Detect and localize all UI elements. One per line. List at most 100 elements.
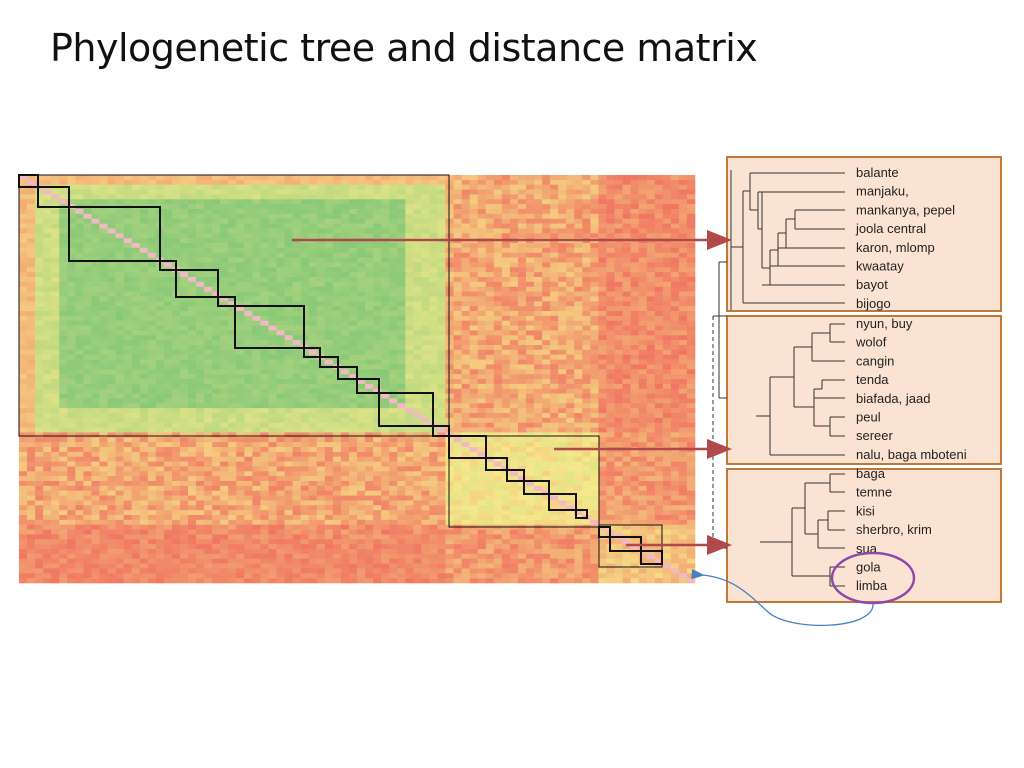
heatmap-cell (542, 379, 551, 385)
heatmap-cell (614, 398, 623, 404)
heatmap-cell (348, 267, 358, 273)
heatmap-cell (590, 252, 599, 258)
heatmap-cell (147, 228, 157, 234)
heatmap-cell (509, 442, 519, 448)
heatmap-cell (155, 286, 165, 292)
heatmap-cell (670, 442, 680, 448)
heatmap-cell (244, 427, 253, 433)
heatmap-cell (606, 413, 615, 419)
heatmap-cell (324, 447, 334, 453)
heatmap-cell (574, 247, 583, 254)
heatmap-cell (389, 369, 398, 375)
heatmap-cell (260, 194, 269, 200)
heatmap-cell (526, 335, 535, 341)
heatmap-cell (171, 335, 181, 341)
heatmap-cell (453, 349, 462, 356)
heatmap-cell (91, 281, 100, 288)
heatmap-cell (485, 189, 495, 195)
heatmap-cell (477, 437, 487, 443)
heatmap-cell (590, 213, 599, 220)
heatmap-cell (678, 311, 688, 317)
heatmap-cell (35, 461, 44, 467)
heatmap-cell (284, 247, 293, 254)
heatmap-cell (75, 456, 84, 462)
heatmap-cell (43, 442, 52, 448)
heatmap-cell (115, 393, 124, 399)
heatmap-cell (131, 393, 141, 399)
heatmap-cell (51, 301, 60, 307)
heatmap-cell (188, 194, 197, 200)
heatmap-cell (381, 204, 390, 210)
heatmap-cell (59, 291, 68, 297)
heatmap-cell (212, 218, 221, 224)
heatmap-cell (405, 311, 414, 317)
heatmap-cell (179, 223, 189, 229)
heatmap-cell (373, 364, 382, 370)
heatmap-cell (308, 209, 318, 215)
heatmap-cell (27, 320, 36, 326)
heatmap-cell (212, 281, 221, 288)
heatmap-cell (123, 277, 132, 283)
heatmap-cell (638, 315, 648, 322)
heatmap-cell (445, 267, 454, 273)
heatmap-cell (27, 257, 36, 263)
heatmap-cell (220, 213, 229, 220)
heatmap-cell (646, 369, 656, 375)
heatmap-cell (308, 233, 318, 239)
heatmap-cell (308, 325, 318, 331)
heatmap-cell (590, 228, 599, 234)
heatmap-cell (75, 325, 84, 331)
heatmap-cell (622, 267, 631, 273)
heatmap-cell (91, 175, 100, 181)
heatmap-cell (413, 398, 422, 404)
heatmap-cell (244, 281, 253, 288)
heatmap-cell (534, 408, 543, 414)
heatmap-cell (630, 393, 639, 399)
heatmap-cell (228, 315, 237, 322)
heatmap-cell (614, 408, 623, 414)
heatmap-cell (139, 364, 149, 370)
heatmap-cell (357, 204, 366, 210)
heatmap-cell (413, 267, 422, 273)
heatmap-cell (324, 413, 334, 419)
heatmap-cell (51, 320, 60, 326)
heatmap-cell (83, 345, 92, 351)
heatmap-cell (284, 257, 293, 263)
heatmap-cell (147, 422, 157, 428)
heatmap-cell (574, 320, 583, 326)
heatmap-cell (574, 233, 583, 239)
heatmap-cell (469, 281, 479, 288)
heatmap-cell (204, 204, 213, 210)
heatmap-cell (332, 228, 342, 234)
heatmap-cell (461, 301, 470, 307)
heatmap-cell (445, 374, 454, 380)
heatmap-cell (252, 354, 261, 360)
heatmap-cell (517, 247, 527, 254)
heatmap-cell (365, 427, 374, 433)
heatmap-cell (220, 223, 229, 229)
heatmap-cell (437, 272, 446, 278)
heatmap-cell (686, 417, 696, 424)
heatmap-cell (43, 315, 52, 322)
heatmap-cell (276, 437, 285, 443)
heatmap-cell (212, 233, 221, 239)
heatmap-cell (204, 354, 213, 360)
heatmap-cell (163, 447, 173, 453)
heatmap-cell (107, 194, 116, 200)
heatmap-cell (365, 432, 374, 438)
heatmap-cell (630, 427, 639, 433)
heatmap-cell (558, 252, 567, 258)
heatmap-cell (348, 345, 358, 351)
heatmap-cell (381, 315, 390, 322)
heatmap-cell (501, 209, 511, 215)
heatmap-cell (509, 277, 519, 283)
heatmap-cell (485, 345, 495, 351)
heatmap-cell (509, 393, 519, 399)
heatmap-cell (67, 330, 76, 336)
heatmap-cell (59, 379, 68, 385)
heatmap-cell (131, 451, 141, 458)
heatmap-cell (437, 257, 446, 263)
heatmap-cell (469, 296, 479, 302)
heatmap-cell (220, 388, 229, 394)
heatmap-cell (646, 437, 656, 443)
